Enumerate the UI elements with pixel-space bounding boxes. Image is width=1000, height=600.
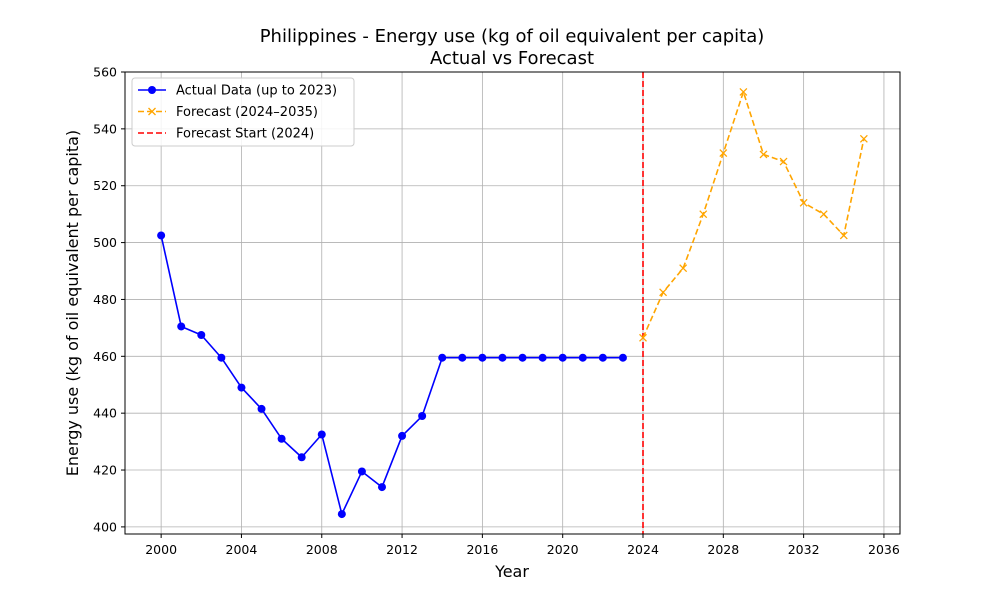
x-tick-label: 2000: [145, 542, 177, 557]
data-point: [839, 231, 848, 240]
data-point: [819, 210, 828, 219]
x-tick-label: 2036: [868, 542, 900, 557]
series-1: [639, 87, 868, 342]
y-tick-label: 520: [93, 178, 117, 193]
legend-label: Forecast Start (2024): [176, 127, 314, 142]
x-tick-label: 2016: [466, 542, 498, 557]
x-tick-label: 2020: [547, 542, 579, 557]
data-point: [237, 383, 246, 392]
data-point: [277, 434, 286, 443]
data-point: [598, 353, 607, 362]
x-axis-label: Year: [494, 562, 529, 581]
x-tick-label: 2028: [707, 542, 739, 557]
data-point: [217, 353, 226, 362]
y-tick-label: 400: [93, 519, 117, 534]
data-point: [458, 353, 467, 362]
data-point: [779, 157, 788, 166]
legend: Actual Data (up to 2023) Forecast (2024–2…: [131, 77, 355, 147]
y-tick-label: 440: [93, 406, 117, 421]
y-axis-label: Energy use (kg of oil equivalent per cap…: [63, 130, 82, 476]
data-point: [659, 288, 668, 297]
y-tick-label: 420: [93, 463, 117, 478]
data-point: [357, 467, 366, 476]
data-point: [197, 330, 206, 339]
legend-marker: [148, 107, 156, 116]
data-point: [538, 353, 547, 362]
legend-label: Forecast (2024–2035): [176, 105, 318, 120]
plot-frame: [124, 71, 901, 535]
x-tick-label: 2004: [226, 542, 258, 557]
data-point: [739, 87, 748, 96]
chart-subtitle: Actual vs Forecast: [430, 48, 594, 69]
x-tick-label: 2012: [386, 542, 418, 557]
data-point: [317, 430, 326, 439]
data-point: [177, 322, 186, 331]
data-point: [719, 149, 728, 157]
data-point: [257, 404, 266, 413]
data-point: [618, 353, 627, 362]
x-tick-label: 2008: [306, 542, 338, 557]
y-axis-ticks: 400 420 440 460 480 500 520 540 560: [93, 65, 125, 534]
data-point: [639, 333, 647, 342]
data-point: [859, 134, 868, 143]
data-point: [297, 453, 306, 462]
data-point: [518, 353, 527, 362]
y-tick-label: 480: [93, 292, 117, 307]
x-tick-label: 2032: [788, 542, 820, 557]
data-point: [699, 210, 708, 219]
data-point: [418, 412, 427, 421]
x-axis-ticks: 2000 2004 2008 2012 2016 2020 2024 2028 2032 2036: [145, 534, 900, 557]
legend-entry-1: Forecast (2024–2035): [138, 105, 318, 120]
legend-label: Actual Data (up to 2023): [176, 84, 337, 99]
data-point: [398, 431, 407, 440]
data-point: [799, 198, 808, 207]
legend-entry-0: Actual Data (up to 2023): [138, 84, 337, 99]
legend-entry-2: Forecast Start (2024): [138, 127, 314, 142]
data-point: [759, 150, 768, 159]
chart-title: Philippines - Energy use (kg of oil equi…: [260, 26, 765, 47]
legend-marker: [148, 86, 156, 94]
y-tick-label: 540: [93, 121, 117, 136]
legend-box: [131, 77, 355, 147]
data-point: [498, 353, 507, 362]
series-layer: [157, 87, 868, 519]
y-tick-label: 460: [93, 349, 117, 364]
data-point: [157, 231, 166, 240]
data-point: [377, 483, 386, 492]
y-tick-label: 560: [93, 65, 117, 80]
series-0: [157, 231, 627, 519]
data-point: [558, 353, 567, 362]
data-point: [578, 353, 587, 362]
y-tick-label: 500: [93, 235, 117, 250]
data-point: [478, 353, 487, 362]
data-point: [337, 510, 346, 519]
x-tick-label: 2024: [627, 542, 659, 557]
data-point: [679, 264, 688, 273]
data-point: [438, 353, 447, 362]
